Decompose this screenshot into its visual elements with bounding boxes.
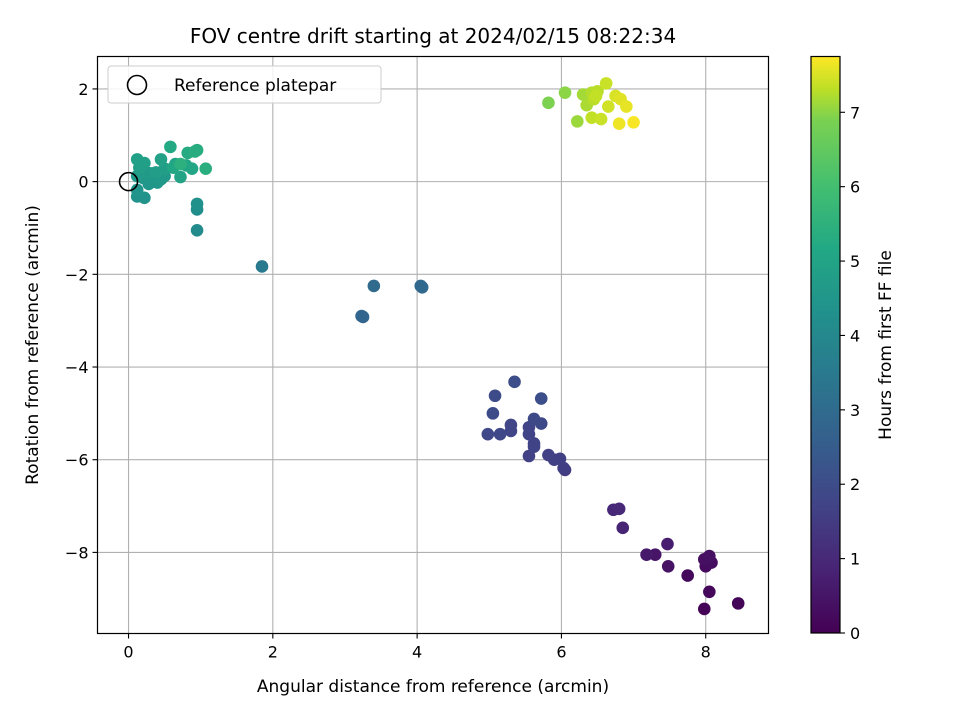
data-point [174,157,187,171]
legend-label: Reference platepar [174,76,336,96]
legend-marker-hollow-circle [126,74,148,96]
data-point [415,281,429,294]
data-point [612,502,626,516]
data-point [199,162,213,175]
colorbar-tick-label: 3 [850,401,860,420]
data-point [534,417,548,430]
data-point [681,569,694,582]
x-tick-label: 6 [556,643,566,662]
y-tick-label: −2 [65,265,89,284]
data-point [130,183,144,197]
data-point [553,452,567,466]
data-point [188,145,202,158]
data-point [154,153,168,166]
x-tick-label: 4 [412,643,422,662]
data-point [731,597,745,610]
data-point [356,310,370,324]
data-point [190,197,204,211]
colorbar-tick-label: 4 [850,326,860,345]
data-point [527,437,541,450]
data-point [703,585,716,599]
data-point [508,375,521,389]
data-point [504,418,518,432]
chart-title: FOV centre drift starting at 2024/02/15 … [190,24,676,48]
colorbar [810,55,841,634]
data-point [542,96,555,110]
colorbar-tick-label: 7 [850,103,860,122]
data-point [164,140,177,154]
data-point [602,100,615,113]
y-tick-label: −8 [65,543,89,562]
y-axis-ticks: 2 0 −2 −4 −6 −8 [65,80,98,562]
data-point [616,521,630,535]
data-point [558,86,572,99]
data-point [661,537,674,551]
colorbar-label: Hours from first FF file [876,250,896,440]
data-point [612,117,626,131]
y-axis-label: Rotation from reference (arcmin) [23,205,43,485]
x-tick-label: 8 [701,643,711,662]
data-point [648,548,662,562]
x-axis-label: Angular distance from reference (arcmin) [257,677,609,697]
data-point [620,100,633,113]
colorbar-tick-label: 2 [850,475,860,494]
data-point [594,112,608,126]
legend: Reference platepar [107,65,382,104]
data-point [185,162,199,175]
y-tick-label: −6 [65,451,89,470]
data-point [488,389,502,403]
reference-point [118,171,139,192]
data-point [585,111,599,124]
data-point [481,427,495,441]
x-tick-label: 0 [123,643,133,662]
plot-frame [96,55,770,635]
data-point [493,427,507,441]
colorbar-tick-label: 0 [850,624,860,643]
data-point [174,170,187,184]
data-point [627,116,640,129]
colorbar-tick-label: 1 [850,550,860,569]
y-tick-label: −4 [65,358,89,377]
data-point [255,260,269,273]
data-point [589,89,603,103]
data-point [697,602,711,616]
data-point [640,548,653,562]
data-point [571,115,584,128]
data-point [534,392,548,405]
x-tick-label: 2 [268,643,278,662]
data-point [522,449,536,463]
data-point [703,549,716,563]
data-point [486,407,500,420]
data-point [661,559,675,573]
data-point [599,77,613,90]
y-tick-label: 0 [78,173,88,192]
colorbar-ticks: 0 1 2 3 4 5 6 7 [840,103,860,643]
data-point [542,448,555,462]
colorbar-tick-label: 6 [850,178,860,197]
data-points [130,77,745,616]
colorbar-tick-label: 5 [850,252,860,271]
legend-box [107,65,382,104]
y-tick-label: 2 [78,80,88,99]
data-point [367,279,381,293]
x-axis-ticks: 0 2 4 6 8 [123,633,711,662]
data-point [130,153,144,166]
data-point [190,223,204,237]
